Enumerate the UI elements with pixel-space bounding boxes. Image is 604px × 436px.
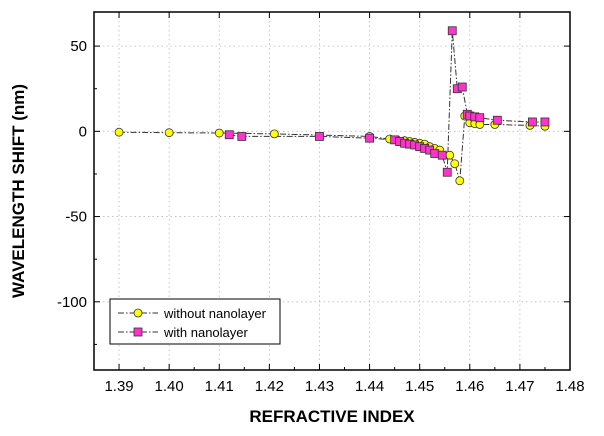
x-tick-label: 1.44 <box>355 378 384 395</box>
x-tick-label: 1.40 <box>155 378 184 395</box>
data-point-with-nanolayer <box>442 167 452 177</box>
legend-marker-without-nanolayer <box>133 308 143 318</box>
y-axis-title: WAVELENGTH SHIFT (nm) <box>9 84 28 298</box>
x-tick-label: 1.39 <box>104 378 133 395</box>
legend: without nanolayer with nanolayer <box>109 298 281 345</box>
x-tick-label: 1.42 <box>255 378 284 395</box>
data-point-with-nanolayer <box>237 132 247 141</box>
data-point-with-nanolayer <box>540 117 550 127</box>
ticks: 1.39 1.40 1.41 1.42 1.43 1.44 1.45 1.46 1.47 1.48… <box>57 12 585 395</box>
data-point-without-nanolayer <box>455 176 465 186</box>
data-point-with-nanolayer <box>430 149 440 158</box>
data-point-without-nanolayer <box>164 128 174 138</box>
series-line-1 <box>229 30 545 173</box>
data-point-without-nanolayer <box>445 150 455 160</box>
data-point-with-nanolayer <box>365 133 374 143</box>
x-axis-title: REFRACTIVE INDEX <box>249 407 415 426</box>
data-point-with-nanolayer <box>224 130 234 140</box>
x-tick-label: 1.45 <box>405 378 434 395</box>
data-point-without-nanolayer <box>450 159 460 169</box>
x-tick-label: 1.41 <box>205 378 234 395</box>
legend-label-without-nanolayer: without nanolayer <box>163 306 267 321</box>
data-point-with-nanolayer <box>528 117 537 127</box>
data-point-with-nanolayer <box>447 26 457 36</box>
legend-label-with-nanolayer: with nanolayer <box>163 325 248 340</box>
data-point-without-nanolayer <box>114 127 124 137</box>
data-point-with-nanolayer <box>492 115 502 125</box>
data-point-with-nanolayer <box>457 82 467 92</box>
legend-box <box>109 298 281 345</box>
x-tick-label: 1.43 <box>305 378 334 395</box>
series-layer <box>114 26 550 186</box>
data-point-with-nanolayer <box>315 132 324 141</box>
data-point-without-nanolayer <box>269 129 279 139</box>
legend-marker-with-nanolayer <box>133 327 143 337</box>
plot-frame <box>93 11 571 371</box>
y-tick-label: 0 <box>79 123 87 140</box>
data-point-with-nanolayer <box>437 150 447 160</box>
y-tick-label: -50 <box>65 209 87 226</box>
data-point-without-nanolayer <box>214 128 224 138</box>
y-tick-label: -100 <box>57 294 87 311</box>
data-point-with-nanolayer <box>475 113 485 123</box>
y-tick-label: 50 <box>70 38 87 55</box>
x-tick-label: 1.47 <box>505 378 534 395</box>
x-tick-label: 1.48 <box>555 378 584 395</box>
x-tick-label: 1.46 <box>455 378 484 395</box>
